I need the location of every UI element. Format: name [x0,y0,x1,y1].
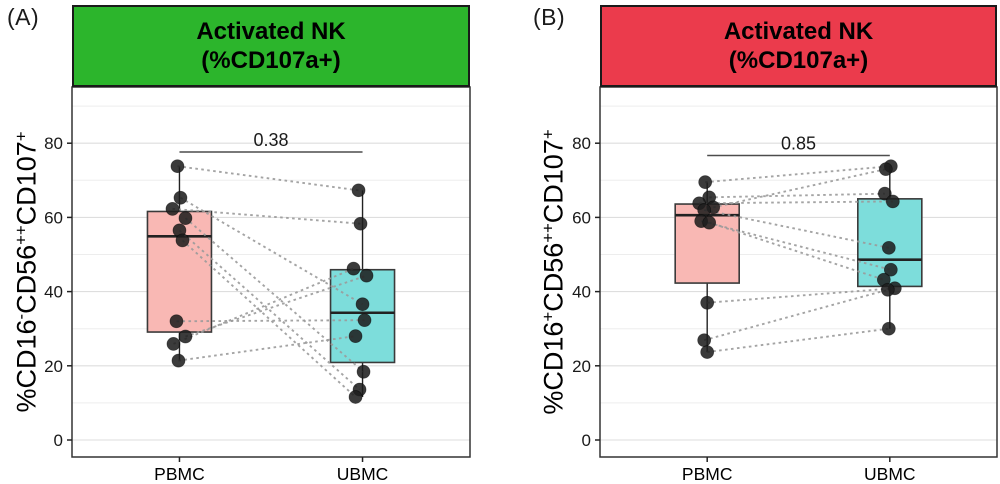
panel-background [72,87,470,457]
data-point [169,314,184,329]
data-point [702,215,717,230]
data-point [346,261,361,276]
y-tick-label: 0 [582,431,591,450]
data-point [171,353,186,368]
pair-line [700,220,892,271]
pair-line [707,327,889,354]
y-axis-title-text: %CD16 [11,319,42,413]
y-tick-label: 20 [572,357,591,376]
data-point [173,190,188,205]
strip-title-line2: (%CD107a+) [728,47,869,74]
pair-line [177,165,359,192]
panel-border [71,86,471,458]
p-value-label: 0.38 [253,130,288,150]
y-tick-label: 80 [572,134,591,153]
pair-line [707,287,895,304]
y-tick-label: 60 [44,208,63,227]
strip-title-line2: (%CD107a+) [201,47,341,74]
data-point [165,202,180,216]
pair-line [178,229,361,391]
data-point [355,297,370,312]
strip-title-line1: Activated NK [196,17,346,45]
data-point [697,333,712,348]
data-point [885,194,900,209]
facet-strip-a: Activated NK (%CD107a+) [72,5,470,87]
data-point [700,295,715,310]
y-axis-title-a: %CD16-CD56++CD107+ [11,131,43,413]
pair-line [708,221,885,281]
y-tick-label: 40 [572,283,591,302]
y-axis-title-superscript: + [11,131,31,142]
pair-line [705,165,891,184]
data-point [700,345,715,359]
y-axis-title-superscript: + [538,129,558,140]
data-point [353,216,368,231]
pair-line [703,209,890,249]
facet-strip-b: Activated NK (%CD107a+) [600,5,997,87]
y-axis-title-b: %CD16+CD56++CD107+ [538,129,570,415]
panel-label-a: (A) [7,4,40,30]
strip-title-line1: Activated NK [723,17,874,45]
y-axis-title-text: CD56 [538,242,569,312]
pair-line [179,196,364,306]
data-point [359,268,374,283]
data-point [348,390,363,404]
y-tick-label: 80 [44,134,63,153]
data-point [698,175,713,190]
data-point [348,329,363,343]
data-point [357,313,372,328]
y-axis-title-text: %CD16 [538,321,569,415]
data-point [175,233,190,248]
panel-label-b: (B) [533,4,566,30]
y-axis-title-superscript: ++ [11,225,31,245]
y-tick-label: 20 [44,357,63,376]
pair-line [703,288,889,342]
data-point [878,162,893,177]
pair-line [173,267,354,345]
data-point [178,211,193,225]
data-point [881,321,896,336]
y-axis-title-text: CD56 [11,244,42,314]
x-category-label: UBMC [337,464,389,484]
x-category-label: PBMC [682,464,733,484]
y-tick-label: 60 [572,208,591,227]
pair-line [699,200,893,205]
x-category-label: UBMC [864,464,916,484]
panel-border [599,86,998,458]
data-point [351,183,366,198]
y-axis-title-superscript: + [538,311,558,322]
p-value-label: 0.85 [781,134,816,154]
pair-line [185,274,367,338]
data-point [880,282,895,297]
pair-line [172,207,361,225]
data-point [170,159,185,174]
data-point [883,262,898,277]
y-axis-title-superscript: ++ [538,223,558,243]
pair-line [709,192,885,199]
y-tick-label: 0 [54,431,63,450]
y-axis-title-text: CD107 [11,141,42,226]
data-point [881,240,896,255]
data-point [178,329,193,344]
y-tick-label: 40 [44,283,63,302]
y-axis-title-text: CD107 [538,139,569,224]
data-point [166,337,181,351]
y-axis-title-superscript: - [11,313,31,320]
data-point [356,364,371,379]
x-category-label: PBMC [154,464,205,484]
panel-background [600,87,997,457]
pair-line [176,319,365,323]
pair-line [181,239,357,398]
